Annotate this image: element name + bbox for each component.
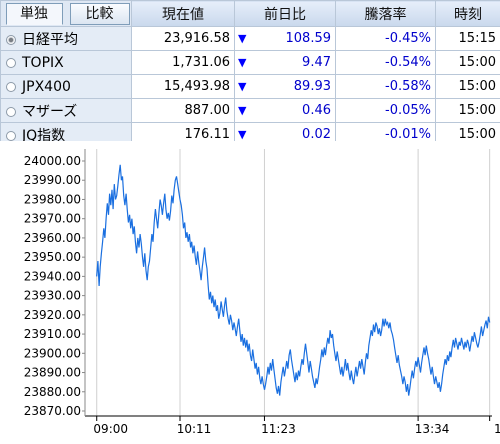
down-triangle-icon: ▼ — [238, 104, 247, 117]
price-series-line — [96, 164, 491, 396]
x-tick-label: 10:11 — [177, 422, 212, 436]
table-row[interactable]: マザーズ 887.00 ▼ 0.46 -0.05% 15:00 — [0, 98, 500, 123]
down-triangle-icon: ▼ — [238, 128, 247, 141]
y-tick-label: 24000.00 — [24, 154, 81, 168]
index-name-cell[interactable]: JPX400 — [0, 74, 132, 99]
view-tabs: 単独 比較 — [0, 0, 132, 27]
change-cell: ▼ 89.93 — [234, 74, 336, 99]
y-tick-label: 23900.00 — [24, 346, 81, 360]
y-tick-label: 23970.00 — [24, 212, 81, 226]
index-name: TOPIX — [22, 54, 64, 71]
time-cell: 15:15 — [435, 26, 500, 51]
change-value: 0.46 — [302, 103, 331, 118]
table-row[interactable]: JPX400 15,493.98 ▼ 89.93 -0.58% 15:00 — [0, 74, 500, 99]
x-tick-label: 13:34 — [415, 422, 450, 436]
price-cell: 23,916.58 — [131, 26, 235, 51]
time-cell: 15:00 — [435, 98, 500, 123]
y-tick-label: 23940.00 — [24, 269, 81, 283]
y-tick-label: 23920.00 — [24, 308, 81, 322]
header-time: 時刻 — [435, 0, 500, 27]
y-tick-label: 23910.00 — [24, 327, 81, 341]
index-name-cell[interactable]: TOPIX — [0, 50, 132, 75]
y-tick-label: 23980.00 — [24, 192, 81, 206]
change-cell: ▼ 108.59 — [234, 26, 336, 51]
radio-icon[interactable] — [6, 57, 16, 68]
index-name: JQ指数 — [22, 127, 66, 144]
radio-icon[interactable] — [6, 130, 16, 141]
y-tick-label: 23880.00 — [24, 385, 81, 399]
tab-single[interactable]: 単独 — [5, 3, 63, 25]
index-name-cell[interactable]: マザーズ — [0, 98, 132, 123]
x-tick-label: 14: — [494, 422, 500, 436]
time-cell: 15:00 — [435, 74, 500, 99]
index-name-cell[interactable]: 日経平均 — [0, 26, 132, 51]
price-cell: 887.00 — [131, 98, 235, 123]
change-cell: ▼ 0.46 — [234, 98, 336, 123]
time-cell: 15:00 — [435, 50, 500, 75]
table-row[interactable]: 日経平均 23,916.58 ▼ 108.59 -0.45% 15:15 — [0, 26, 500, 51]
header-price: 現在値 — [131, 0, 235, 27]
index-name: 日経平均 — [22, 31, 78, 48]
down-triangle-icon: ▼ — [238, 80, 247, 93]
y-tick-label: 23890.00 — [24, 366, 81, 380]
change-value: 0.02 — [302, 127, 331, 142]
change-value: 89.93 — [293, 79, 331, 94]
x-axis-labels: 09:00 10:11 11:23 13:34 14: — [93, 422, 500, 436]
index-name: JPX400 — [22, 78, 71, 95]
y-tick-label: 23870.00 — [24, 404, 81, 418]
x-tick-label: 09:00 — [93, 422, 128, 436]
radio-icon[interactable] — [6, 106, 16, 117]
pct-cell: -0.05% — [335, 98, 436, 123]
chart-grid — [82, 149, 491, 421]
header-pct: 騰落率 — [335, 0, 436, 27]
header-change: 前日比 — [234, 0, 336, 27]
chart-background — [0, 141, 500, 444]
y-axis-labels: 24000.00 23990.00 23980.00 23970.00 23960.00… — [24, 154, 81, 418]
y-tick-label: 23930.00 — [24, 289, 81, 303]
radio-icon[interactable] — [6, 81, 16, 92]
table-header-row: 単独 比較 現在値 前日比 騰落率 時刻 — [0, 0, 500, 27]
radio-selected-icon[interactable] — [6, 34, 16, 45]
change-value: 108.59 — [285, 31, 332, 46]
pct-cell: -0.54% — [335, 50, 436, 75]
change-value: 9.47 — [302, 55, 331, 70]
down-triangle-icon: ▼ — [238, 32, 247, 45]
down-triangle-icon: ▼ — [238, 56, 247, 69]
tab-compare[interactable]: 比較 — [69, 3, 130, 25]
y-tick-label: 23990.00 — [24, 173, 81, 187]
table-row[interactable]: TOPIX 1,731.06 ▼ 9.47 -0.54% 15:00 — [0, 50, 500, 75]
change-cell: ▼ 9.47 — [234, 50, 336, 75]
pct-cell: -0.45% — [335, 26, 436, 51]
x-tick-label: 11:23 — [261, 422, 296, 436]
pct-cell: -0.58% — [335, 74, 436, 99]
index-name: マザーズ — [22, 103, 78, 120]
y-tick-label: 23950.00 — [24, 250, 81, 264]
intraday-line-chart: 24000.00 23990.00 23980.00 23970.00 23960.00… — [0, 141, 500, 444]
y-tick-label: 23960.00 — [24, 231, 81, 245]
index-quote-table: 単独 比較 現在値 前日比 騰落率 時刻 日経平均 23,916.58 ▼ 108.… — [0, 0, 500, 147]
price-cell: 15,493.98 — [131, 74, 235, 99]
price-cell: 1,731.06 — [131, 50, 235, 75]
